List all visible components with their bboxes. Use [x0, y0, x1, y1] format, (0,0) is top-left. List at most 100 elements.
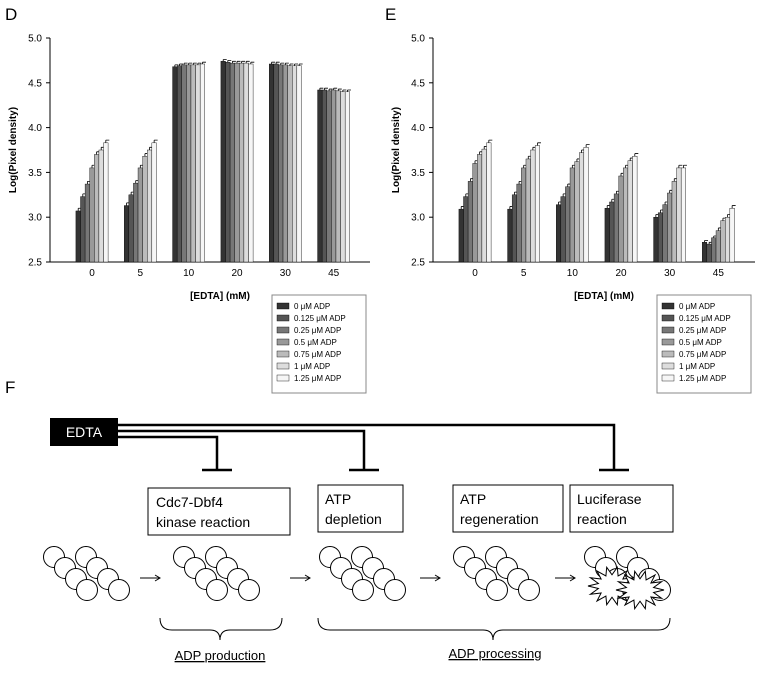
error-bar: [183, 62, 188, 65]
legend-swatch: [661, 302, 675, 310]
molecule: [486, 579, 508, 601]
y-tick-label: 3.5: [411, 168, 425, 179]
y-tick-label: 4.0: [28, 123, 42, 134]
bar: [292, 65, 298, 263]
error-bar: [294, 63, 299, 66]
bar: [715, 230, 721, 263]
molecule: [76, 579, 98, 601]
phase-label: ADP processing: [449, 646, 542, 661]
legend-swatch: [276, 326, 290, 334]
legend-label: 0.125 μM ADP: [679, 314, 731, 323]
bar: [609, 201, 615, 263]
bar: [706, 243, 712, 263]
bar: [477, 154, 483, 263]
bar: [472, 163, 478, 263]
bar: [340, 91, 346, 263]
step-label: regeneration: [460, 511, 539, 527]
molecule: [518, 579, 540, 601]
bar: [220, 61, 226, 263]
bar: [534, 145, 540, 263]
error-bar: [488, 139, 493, 143]
error-bar: [328, 88, 333, 91]
bar: [273, 63, 279, 263]
y-tick-label: 5.0: [28, 34, 42, 45]
burst: [615, 569, 665, 611]
step-box: [147, 487, 291, 536]
x-tick-label: 10: [183, 268, 195, 279]
error-bar: [324, 87, 328, 90]
x-tick-label: 0: [89, 268, 95, 279]
bar: [80, 196, 86, 263]
bar: [579, 152, 585, 263]
bar: [676, 167, 682, 263]
bar: [569, 167, 575, 263]
bar: [225, 61, 231, 263]
bar: [627, 160, 633, 263]
x-axis-title: [EDTA] (mM): [574, 291, 634, 302]
panel-label: F: [5, 378, 15, 397]
x-tick-label: 30: [664, 268, 676, 279]
error-bar: [271, 61, 276, 64]
bar: [147, 149, 153, 263]
legend-swatch: [661, 362, 675, 370]
legend-label: 0.25 μM ADP: [294, 326, 341, 335]
bar: [680, 167, 686, 263]
y-tick-label: 4.5: [28, 78, 42, 89]
x-tick-label: 0: [472, 268, 478, 279]
bar: [729, 208, 735, 263]
error-bar: [284, 62, 289, 65]
legend-label: 0 μM ADP: [294, 302, 330, 311]
bar: [711, 237, 717, 263]
error-bar: [280, 62, 285, 65]
bar: [667, 192, 673, 263]
legend-swatch: [661, 350, 675, 358]
error-bar: [202, 61, 206, 64]
bar: [511, 194, 517, 263]
step-label: ATP: [460, 491, 486, 507]
legend-label: 0.125 μM ADP: [294, 314, 346, 323]
step-box: [317, 484, 404, 533]
bar: [142, 156, 148, 263]
bar: [725, 216, 731, 263]
bar: [137, 167, 143, 263]
y-tick-label: 3.0: [411, 213, 425, 224]
legend-swatch: [276, 350, 290, 358]
error-bar: [347, 89, 351, 92]
bar: [98, 149, 104, 263]
bar: [321, 89, 327, 263]
bar: [623, 167, 629, 263]
legend-label: 0.75 μM ADP: [294, 350, 341, 359]
bar: [507, 208, 513, 263]
legend-swatch: [276, 338, 290, 346]
legend-swatch: [276, 302, 290, 310]
error-bar: [678, 164, 683, 168]
bar: [556, 204, 562, 263]
phase-label: ADP production: [175, 648, 266, 663]
step-box: [569, 484, 674, 533]
y-tick-label: 3.0: [28, 213, 42, 224]
legend-label: 1 μM ADP: [679, 362, 715, 371]
x-axis-title: [EDTA] (mM): [190, 291, 250, 302]
y-axis-title: Log(Pixel density): [391, 107, 402, 193]
bar: [516, 183, 522, 263]
bar: [190, 64, 196, 263]
bar: [181, 64, 187, 263]
error-bar: [232, 60, 236, 64]
molecule: [352, 579, 374, 601]
legend-swatch: [276, 314, 290, 322]
bar: [486, 142, 492, 263]
bar: [671, 181, 677, 263]
bar: [662, 204, 668, 263]
error-bar: [337, 88, 342, 91]
bar: [458, 208, 464, 263]
x-tick-label: 20: [615, 268, 627, 279]
bar: [103, 142, 109, 263]
x-tick-label: 30: [280, 268, 292, 279]
bar: [229, 62, 235, 263]
diagram: F EDTA Cdc7-Dbf4 kinase reaction ATP dep…: [5, 378, 674, 663]
step-label: Luciferase: [577, 491, 642, 507]
panel-label: D: [5, 5, 17, 24]
bar: [269, 63, 275, 263]
y-tick-label: 4.0: [411, 123, 425, 134]
